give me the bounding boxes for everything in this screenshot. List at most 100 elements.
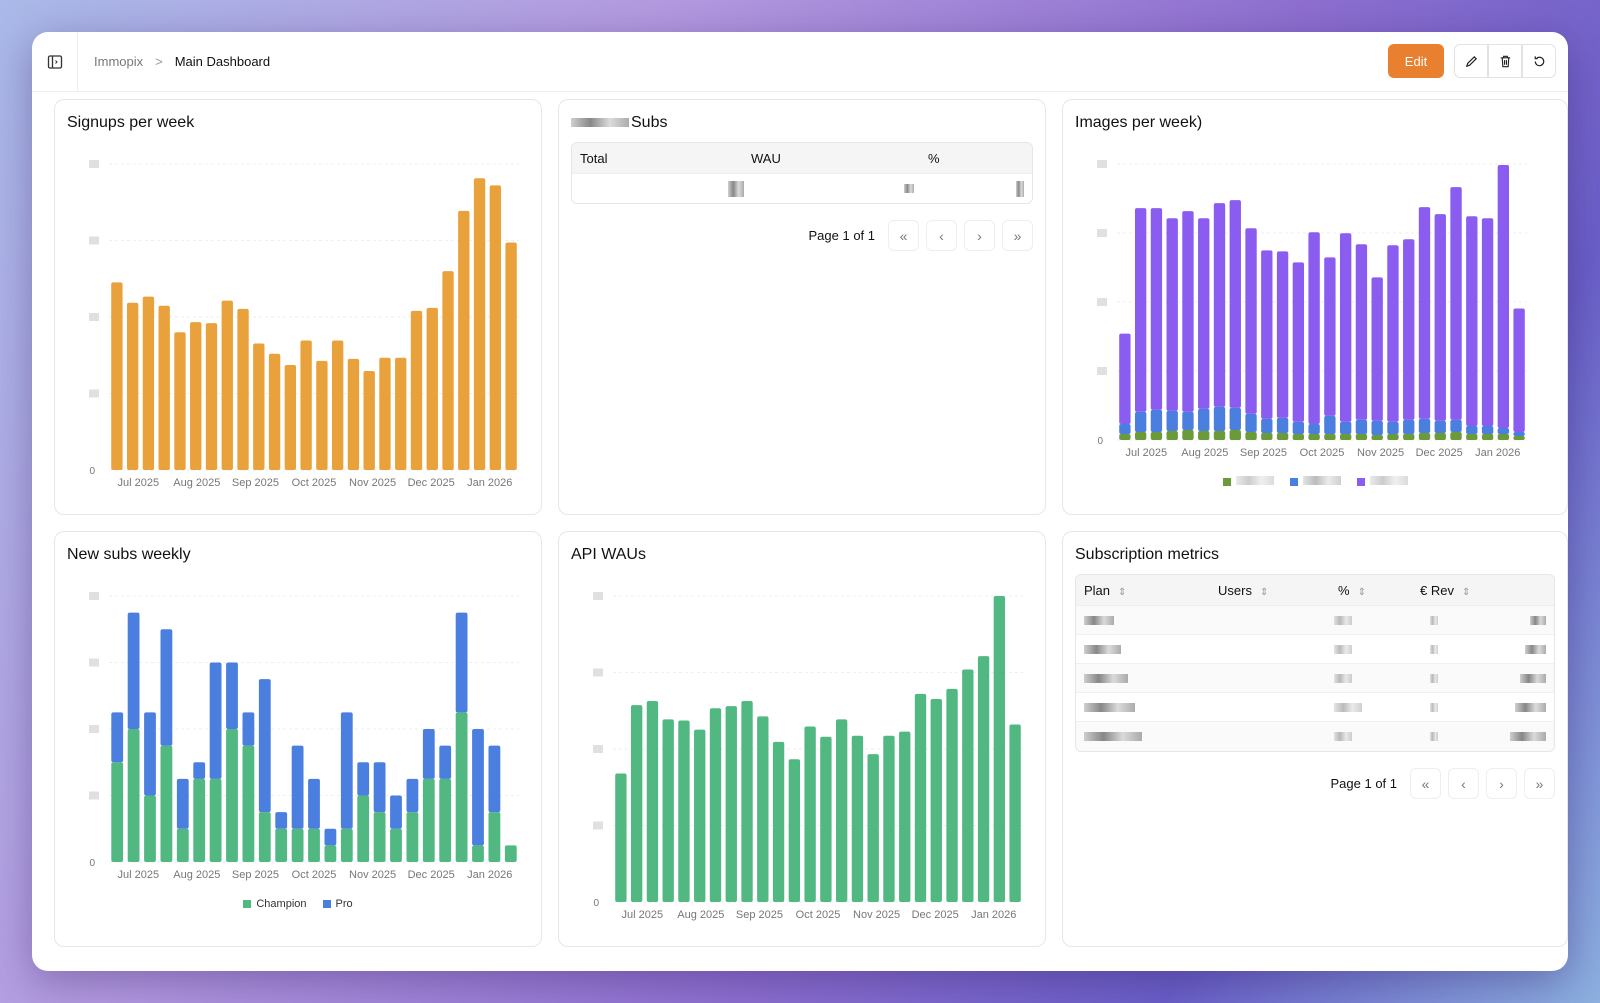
bar [694,729,706,902]
rename-button[interactable] [1454,44,1488,78]
bar [1387,433,1399,440]
bar [1418,432,1431,440]
bar [1497,165,1510,428]
first-page-button[interactable]: « [888,220,919,251]
legend-item-champion[interactable]: Champion [243,898,307,910]
bar [1418,207,1431,419]
redacted-tick-label [593,821,603,830]
bar [308,828,320,862]
bar [275,812,288,829]
x-tick-label: Jul 2025 [621,909,663,921]
column-header-users[interactable]: Users ⇕ [1218,583,1338,598]
bar [1513,308,1525,432]
new-subs-chart-card: New subs weekly 0 Jul 2025 Aug 2025 Sep 202… [54,531,542,947]
last-page-button[interactable]: » [1524,768,1555,799]
bar [324,828,337,846]
table-title: Subs [631,114,668,131]
edit-button[interactable]: Edit [1388,44,1444,78]
last-page-button[interactable]: » [1002,220,1033,251]
x-tick-label: Jul 2025 [1125,447,1167,459]
redacted-tick-label [1097,367,1107,375]
column-header-percent[interactable]: % ⇕ [1338,583,1420,598]
bar [867,754,879,902]
bar [426,307,438,470]
bar [1261,418,1273,433]
delete-button[interactable] [1488,44,1522,78]
column-header[interactable]: Total [580,150,608,166]
pagination: Page 1 of 1 « ‹ › » [1075,768,1555,799]
redacted-value [904,184,914,193]
bar [190,322,202,470]
column-label: € Rev [1420,582,1454,598]
refresh-button[interactable] [1522,44,1556,78]
bar [1166,218,1178,411]
bar [1245,431,1257,440]
bar [1371,420,1383,435]
prev-page-button[interactable]: ‹ [926,220,957,251]
bar [1355,433,1368,440]
column-header-rev[interactable]: € Rev ⇕ [1420,583,1470,598]
bar [390,828,402,862]
header: Immopix > Main Dashboard Edit [32,32,1568,92]
bar [1276,251,1289,418]
bar [1418,418,1431,433]
table-row[interactable] [1076,664,1554,693]
bar [144,712,156,796]
table-row[interactable] [1076,693,1554,722]
x-tick-label: Aug 2025 [173,477,220,489]
sidebar-toggle-button[interactable] [32,32,78,92]
column-label: Plan [1084,582,1111,598]
bar [1355,419,1368,434]
bar [111,712,124,763]
x-tick-label: Sep 2025 [232,477,279,489]
prev-page-button[interactable]: ‹ [1448,768,1479,799]
bar [174,332,186,470]
x-tick-label: Aug 2025 [173,869,220,881]
next-page-button[interactable]: › [1486,768,1517,799]
bar [788,759,801,902]
bar [1213,430,1226,440]
redacted-value [1302,476,1341,485]
bar [662,719,674,902]
bar [1229,407,1241,430]
y-tick-label: 0 [89,858,95,869]
table-row[interactable] [1076,635,1554,664]
legend-item[interactable] [1222,476,1274,488]
bar [458,210,470,471]
redacted-value [1430,732,1438,741]
x-tick-label: Jan 2026 [971,909,1016,921]
bar [1324,433,1336,440]
table-row[interactable] [1076,722,1554,751]
bar [242,745,255,862]
bar [1481,425,1494,434]
chart-title: Signups per week [67,114,195,131]
bar [160,745,173,862]
x-tick-label: Oct 2025 [796,909,841,921]
legend-item[interactable] [1356,476,1408,488]
bar [962,669,974,902]
bar [1466,433,1478,440]
table-row[interactable] [1076,606,1554,635]
redacted-tick-label [89,236,99,245]
legend-item[interactable] [1289,476,1341,488]
bar [1387,245,1399,422]
redacted-value [1430,615,1438,625]
column-header[interactable]: % [928,150,940,166]
bar [1198,430,1210,440]
bar [883,735,895,902]
breadcrumb-root[interactable]: Immopix [94,54,144,69]
bar [226,729,238,862]
bar [1324,415,1336,434]
bar [1466,425,1478,434]
bar [1261,432,1273,440]
bar [1245,413,1257,432]
column-header[interactable]: WAU [751,150,781,166]
bar [1245,228,1257,414]
first-page-button[interactable]: « [1410,768,1441,799]
next-page-button[interactable]: › [964,220,995,251]
redacted-value [1520,673,1546,683]
bar [111,762,124,862]
bar [1134,208,1147,412]
column-header-plan[interactable]: Plan ⇕ [1084,583,1218,598]
legend-item-pro[interactable]: Pro [322,898,353,910]
